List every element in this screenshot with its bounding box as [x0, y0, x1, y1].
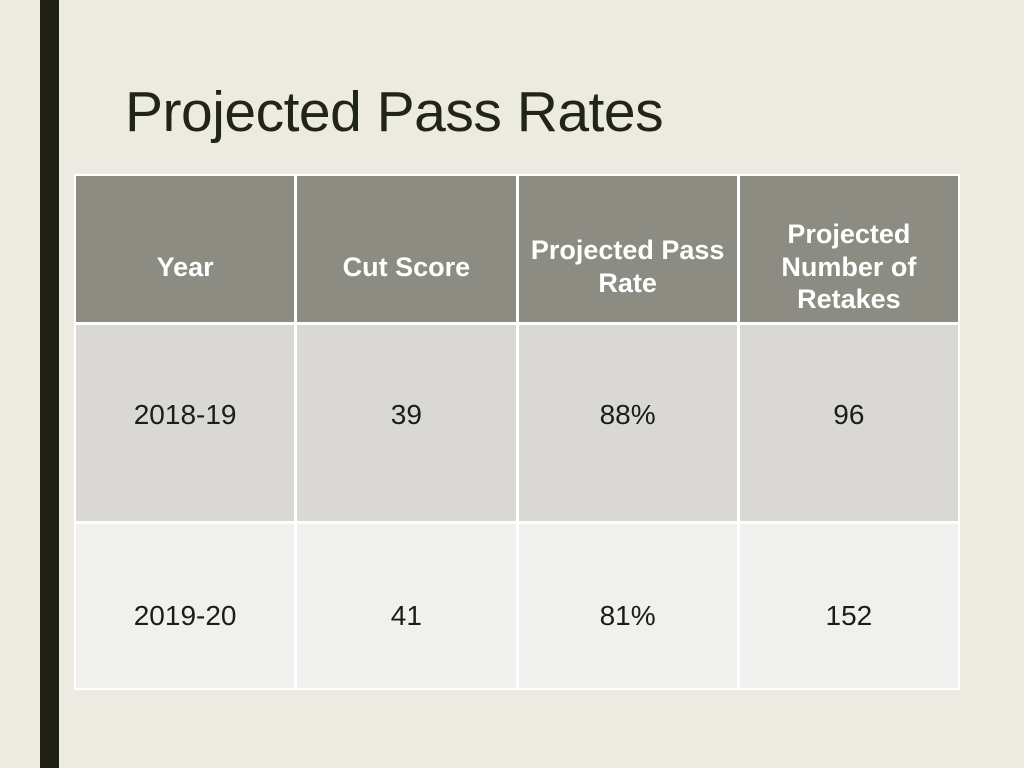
projected-pass-rates-table: Year Cut Score Projected Pass Rate Proje…: [74, 174, 960, 690]
table-cell-row2-retakes: 152: [739, 524, 958, 688]
table-cell-row1-cut-score: 39: [297, 325, 516, 521]
slide-title: Projected Pass Rates: [125, 80, 664, 144]
column-header-cut-score: Cut Score: [297, 176, 516, 322]
table-cell-row1-pass-rate: 88%: [518, 325, 737, 521]
left-accent-bar: [40, 0, 59, 768]
table-cell-row1-retakes: 96: [739, 325, 958, 521]
table-cell-row2-pass-rate: 81%: [518, 524, 737, 688]
column-header-year: Year: [76, 176, 295, 322]
table-cell-row1-year: 2018-19: [76, 325, 295, 521]
column-header-projected-number-of-retakes: Projected Number of Retakes: [739, 176, 958, 322]
table-cell-row2-year: 2019-20: [76, 524, 295, 688]
table-cell-row2-cut-score: 41: [297, 524, 516, 688]
column-header-projected-pass-rate: Projected Pass Rate: [518, 176, 737, 322]
